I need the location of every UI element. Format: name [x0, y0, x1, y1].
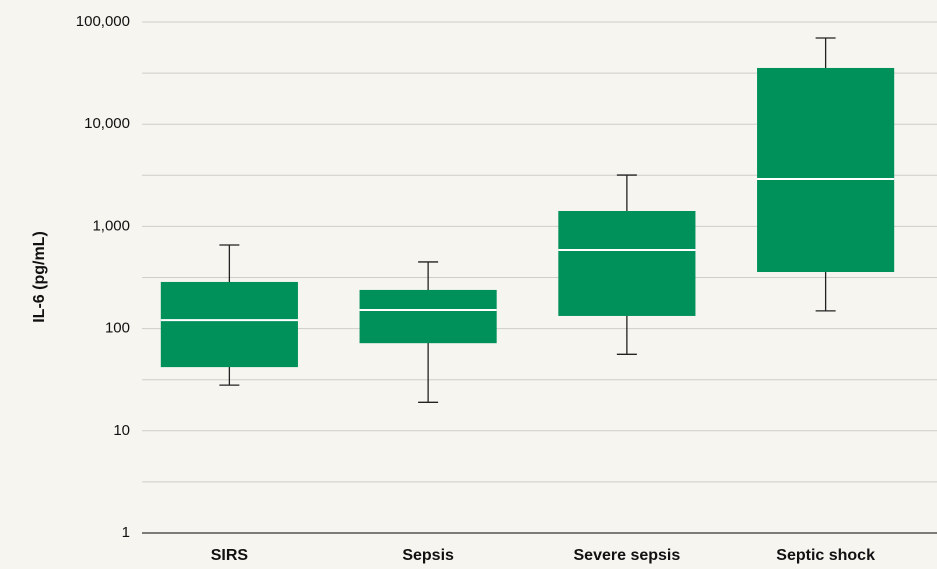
box	[757, 67, 895, 272]
y-tick-label: 10,000	[84, 115, 130, 132]
box	[558, 210, 696, 316]
x-tick-label: SIRS	[211, 547, 249, 564]
y-tick-label: 100,000	[76, 13, 130, 30]
x-tick-label: Septic shock	[776, 547, 875, 564]
y-tick-label: 10	[113, 422, 130, 439]
y-tick-label: 1	[122, 524, 130, 541]
x-tick-label: Sepsis	[402, 547, 454, 564]
y-axis-label: IL-6 (pg/mL)	[31, 231, 48, 323]
box	[359, 289, 497, 344]
x-tick-label: Severe sepsis	[574, 547, 681, 564]
box	[160, 281, 298, 368]
y-tick-label: 100	[105, 320, 130, 337]
y-tick-label: 1,000	[92, 217, 130, 234]
